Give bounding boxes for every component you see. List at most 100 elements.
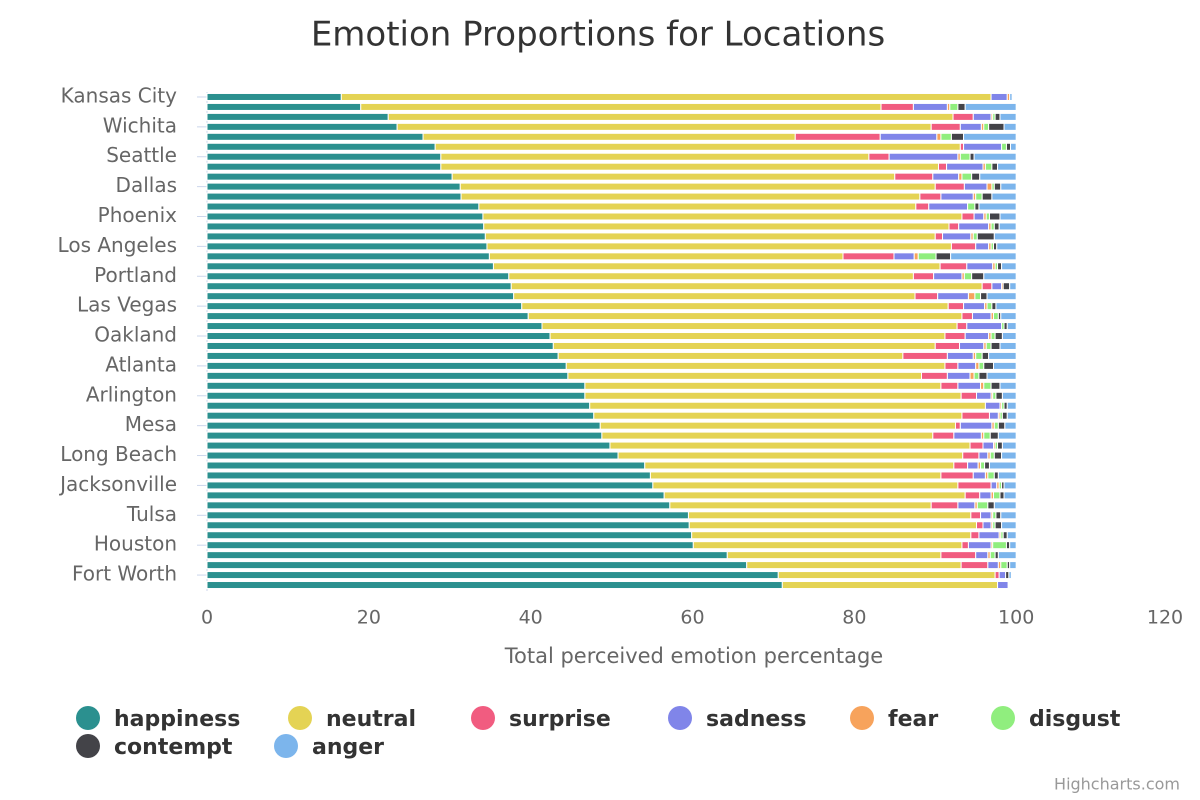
bar-segment bbox=[1003, 122, 1017, 131]
bar-segment bbox=[971, 272, 985, 281]
bar-segment bbox=[1006, 411, 1017, 420]
legend-label: neutral bbox=[326, 707, 416, 732]
bar-segment bbox=[340, 92, 992, 101]
legend-label: sadness bbox=[706, 707, 806, 732]
bar-segment bbox=[1009, 561, 1017, 570]
bar-segment bbox=[991, 192, 1017, 201]
bar-segment bbox=[978, 451, 989, 460]
bar-segment bbox=[434, 142, 961, 151]
bar-segment bbox=[993, 451, 1003, 460]
bar-segment bbox=[961, 212, 975, 221]
bar-segment bbox=[953, 431, 982, 440]
bar-segment bbox=[1010, 142, 1017, 151]
bar-segment bbox=[992, 541, 1007, 550]
bar-segment bbox=[617, 451, 964, 460]
bar-segment bbox=[988, 461, 1017, 470]
bar-segment bbox=[1001, 411, 1008, 420]
bar-segment bbox=[982, 521, 992, 530]
bar-segment bbox=[969, 371, 975, 380]
credits: Highcharts.com bbox=[1054, 775, 1180, 794]
bar-segment bbox=[999, 491, 1005, 500]
bar-segment bbox=[930, 501, 959, 510]
bar-segment bbox=[946, 351, 974, 360]
bar-segment bbox=[957, 361, 977, 370]
bar-segment bbox=[956, 322, 968, 331]
bar-segment bbox=[987, 501, 995, 510]
bar-segment bbox=[652, 481, 959, 490]
bar-segment bbox=[975, 551, 989, 560]
bar-segment bbox=[993, 222, 1000, 231]
bar-segment bbox=[663, 491, 966, 500]
bar-segment bbox=[942, 232, 972, 241]
x-tick-label: 80 bbox=[842, 607, 866, 629]
bar-segment bbox=[998, 571, 1007, 580]
bar-segment bbox=[484, 232, 936, 241]
bar-segment bbox=[997, 581, 1009, 590]
bar-segment bbox=[206, 561, 748, 570]
x-tick-label: 100 bbox=[998, 607, 1034, 629]
bar-segment bbox=[842, 252, 895, 261]
bar-segment bbox=[206, 272, 510, 281]
bar-segment bbox=[1009, 282, 1017, 291]
bar-segment bbox=[959, 122, 982, 131]
bar-segment bbox=[961, 541, 969, 550]
bar-segment bbox=[1005, 142, 1012, 151]
bar-segment bbox=[976, 521, 984, 530]
legend-symbol bbox=[274, 734, 298, 758]
bar-segment bbox=[993, 501, 1017, 510]
bar-segment bbox=[932, 172, 960, 181]
bar-segment bbox=[206, 322, 543, 331]
x-tick-label: 120 bbox=[1147, 607, 1183, 629]
bar-segment bbox=[206, 252, 490, 261]
bar-segment bbox=[984, 401, 1001, 410]
bar-segment bbox=[1002, 282, 1011, 291]
bar-segment bbox=[978, 531, 1000, 540]
bar-segment bbox=[206, 511, 689, 520]
bar-segment bbox=[963, 132, 1017, 141]
y-tick-label: Fort Worth bbox=[72, 562, 177, 586]
bar-segment bbox=[991, 282, 1003, 291]
bar-segment bbox=[478, 202, 917, 211]
bar-segment bbox=[984, 461, 990, 470]
legend-label: contempt bbox=[114, 735, 233, 760]
legend-symbol bbox=[471, 706, 495, 730]
bar-segment bbox=[946, 371, 971, 380]
bar-segment bbox=[206, 491, 665, 500]
bar-segment bbox=[206, 501, 671, 510]
bar-segment bbox=[960, 391, 978, 400]
bar-segment bbox=[934, 341, 961, 350]
bar-segment bbox=[940, 551, 977, 560]
y-tick-label: Seattle bbox=[106, 143, 177, 167]
bar-segment bbox=[880, 102, 914, 111]
bar-segment bbox=[206, 581, 783, 590]
bar-segment bbox=[206, 481, 654, 490]
bar-segment bbox=[947, 302, 965, 311]
bar-segment bbox=[508, 272, 914, 281]
bar-segment bbox=[953, 461, 969, 470]
bar-segment bbox=[994, 521, 1003, 530]
bar-segment bbox=[976, 391, 992, 400]
legend-label: surprise bbox=[509, 707, 611, 732]
bar-segment bbox=[422, 132, 796, 141]
bar-segment bbox=[206, 122, 398, 131]
bar-segment bbox=[206, 391, 586, 400]
bar-segment bbox=[988, 122, 1005, 131]
bar-segment bbox=[993, 471, 999, 480]
y-tick-label: Long Beach bbox=[60, 442, 177, 466]
bar-segment bbox=[1008, 571, 1012, 580]
bar-segment bbox=[940, 192, 974, 201]
bar-segment bbox=[1006, 401, 1017, 410]
bar-segment bbox=[936, 132, 942, 141]
bar-segment bbox=[206, 102, 362, 111]
bar-segment bbox=[995, 511, 1002, 520]
bar-segment bbox=[913, 252, 919, 261]
bar-segment bbox=[957, 481, 992, 490]
bar-segment bbox=[994, 571, 1000, 580]
bar-segment bbox=[961, 172, 973, 181]
bar-segment bbox=[206, 361, 567, 370]
legend-symbol bbox=[668, 706, 692, 730]
bar-segment bbox=[962, 451, 980, 460]
bar-segment bbox=[988, 411, 999, 420]
bar-segment bbox=[963, 302, 986, 311]
bar-segment bbox=[483, 222, 950, 231]
